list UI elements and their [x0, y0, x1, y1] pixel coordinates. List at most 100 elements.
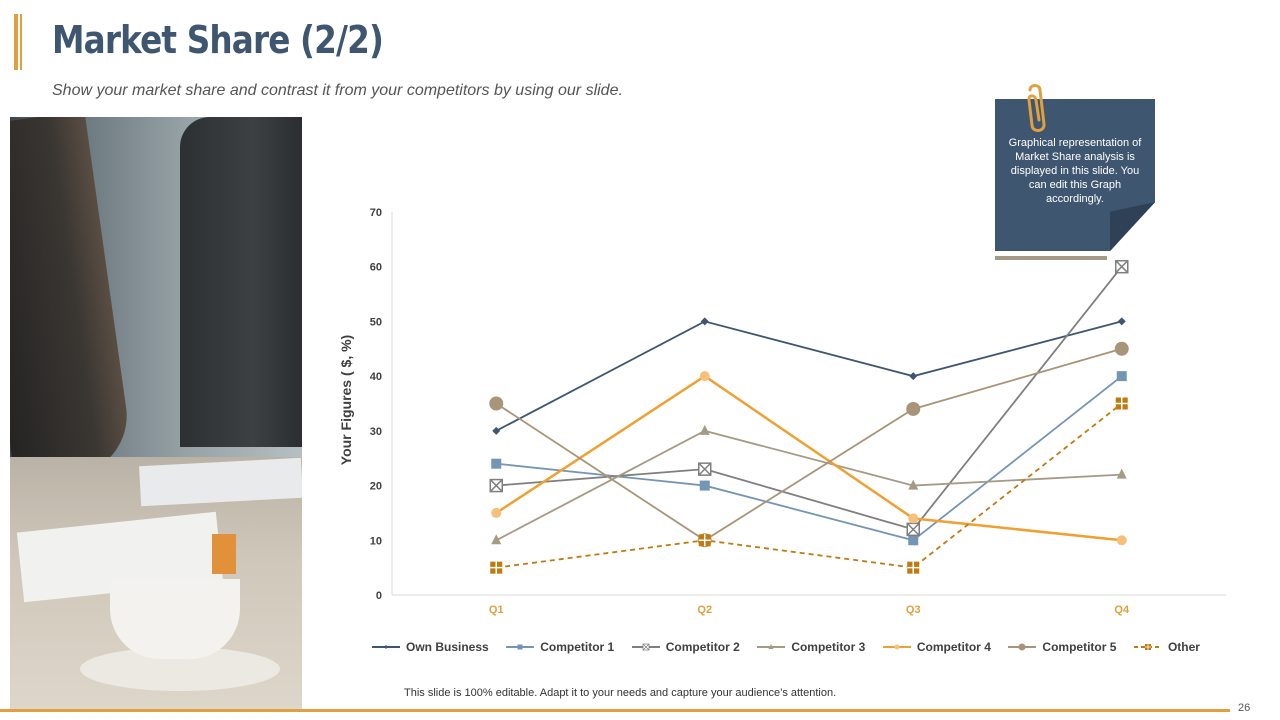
- legend-marker-competitor-3: [768, 644, 774, 649]
- x-tick-label: Q1: [489, 604, 504, 616]
- data-point-own-business: [909, 372, 918, 381]
- legend-item-competitor-5: Competitor 5: [1006, 640, 1116, 654]
- legend-swatch-competitor-2: [631, 643, 660, 651]
- data-point-competitor-1: [1116, 371, 1127, 382]
- legend-label-competitor-2: Competitor 2: [665, 640, 740, 654]
- data-point-competitor-2: [1115, 259, 1129, 274]
- data-point-competitor-1: [908, 535, 919, 546]
- y-tick-label: 20: [370, 481, 382, 493]
- legend-swatch-own-business: [372, 645, 400, 649]
- legend-marker-competitor-1: [517, 644, 523, 650]
- y-tick-label: 70: [370, 207, 382, 219]
- series-line-other: [496, 402, 1123, 569]
- legend-swatch-competitor-3: [757, 644, 786, 649]
- data-point-other-plus: [1115, 397, 1128, 410]
- data-point-competitor-2-cross: [698, 462, 712, 476]
- legend-item-other: Other: [1132, 640, 1200, 654]
- x-tick-label: Q3: [906, 604, 921, 616]
- footnote: This slide is 100% editable. Adapt it to…: [404, 687, 837, 699]
- y-tick-label: 0: [376, 590, 382, 602]
- legend-marker-other-plus: [1144, 644, 1151, 650]
- legend-marker-competitor-2-cross: [642, 643, 650, 651]
- series-line-competitor-3: [495, 429, 1122, 542]
- chart-legend: Own Business Competitor 1 Competitor 2 Comp…: [370, 640, 1200, 654]
- data-point-competitor-3: [1116, 468, 1127, 479]
- y-tick-label: 40: [370, 371, 382, 383]
- slide-subtitle: Show your market share and contrast it f…: [52, 82, 623, 99]
- x-tick-label: Q2: [697, 604, 712, 616]
- data-point-competitor-4: [1116, 535, 1127, 546]
- y-tick-label: 30: [370, 426, 382, 438]
- data-point-own-business: [1117, 317, 1126, 326]
- title-accent-bar-thin: [20, 14, 22, 70]
- data-point-other: [698, 534, 711, 547]
- data-point-competitor-3: [908, 479, 919, 490]
- callout-text: Graphical representation of Market Share…: [1008, 137, 1142, 205]
- data-point-competitor-5: [906, 401, 921, 416]
- data-point-competitor-2: [906, 522, 920, 537]
- meeting-photo: [10, 117, 302, 709]
- data-point-competitor-1: [699, 480, 710, 491]
- legend-marker-group-competitor-4: [894, 644, 900, 650]
- y-tick-label: 60: [370, 262, 382, 274]
- data-point-competitor-4: [908, 513, 919, 524]
- data-point-other-plus: [907, 561, 920, 574]
- title-accent-bar: [14, 14, 18, 70]
- data-point-other-plus: [490, 561, 503, 574]
- data-point-competitor-3: [699, 424, 710, 435]
- legend-swatch-other: [1133, 644, 1162, 650]
- page-number: 26: [1238, 702, 1251, 714]
- data-point-other-plus: [698, 534, 711, 547]
- photo-person: [180, 117, 302, 447]
- legend-marker-competitor-5: [1018, 643, 1026, 651]
- data-point-competitor-2-cross: [906, 522, 920, 536]
- legend-marker-competitor-4: [894, 644, 900, 650]
- paperclip-icon: [1027, 84, 1046, 132]
- market-share-line-chart: 0 10 20 30 40 50 60 70 Q1 Q2 Q3 Q4 Your Figures ( …: [338, 207, 1226, 616]
- data-point-competitor-4: [491, 507, 502, 518]
- legend-item-competitor-1: Competitor 1: [504, 640, 614, 654]
- data-point-competitor-2-cross: [1115, 260, 1129, 274]
- legend-item-competitor-2: Competitor 2: [630, 640, 740, 654]
- data-point-own-business: [492, 426, 501, 435]
- legend-marker-group-own-business: [384, 645, 388, 649]
- legend-marker-other: [1144, 644, 1151, 650]
- data-point-competitor-3: [491, 534, 502, 545]
- legend-label-competitor-5: Competitor 5: [1042, 640, 1117, 654]
- data-point-competitor-2-cross: [489, 479, 503, 493]
- data-point-other: [1115, 397, 1128, 410]
- legend-marker-group-competitor-1: [517, 644, 523, 650]
- legend-label-competitor-3: Competitor 3: [791, 640, 866, 654]
- legend-swatch-competitor-5: [1008, 643, 1037, 651]
- legend-item-competitor-3: Competitor 3: [755, 640, 865, 654]
- photo-coffee-cup: [110, 579, 240, 659]
- data-point-other: [490, 561, 503, 574]
- data-point-own-business: [700, 317, 709, 326]
- legend-swatch-competitor-4: [882, 644, 911, 650]
- x-tick-label: Q4: [1114, 604, 1130, 616]
- data-point-other: [907, 561, 920, 574]
- legend-label-own-business: Own Business: [406, 640, 489, 654]
- photo-block: [212, 534, 236, 574]
- legend-swatch-competitor-1: [506, 644, 535, 650]
- y-axis-label: Your Figures ( $, %): [338, 335, 354, 465]
- legend-label-competitor-4: Competitor 4: [916, 640, 991, 654]
- data-point-competitor-5: [489, 396, 504, 411]
- legend-marker-group-competitor-3: [768, 644, 774, 649]
- y-tick-label: 10: [370, 535, 382, 547]
- series-line-competitor-5: [495, 347, 1122, 542]
- data-point-competitor-2: [698, 462, 712, 476]
- series-line-competitor-1: [496, 375, 1123, 542]
- series-line-competitor-4: [495, 374, 1122, 542]
- legend-label-competitor-1: Competitor 1: [540, 640, 615, 654]
- data-point-competitor-2: [489, 478, 503, 493]
- legend-label-other: Other: [1167, 640, 1200, 654]
- legend-item-own-business: Own Business: [370, 640, 489, 654]
- callout-shadow: [995, 256, 1107, 260]
- data-point-competitor-4: [699, 371, 710, 382]
- series-line-own-business: [495, 320, 1122, 432]
- legend-marker-group-competitor-5: [1018, 643, 1026, 651]
- slide-title: Market Share (2/2): [52, 18, 384, 62]
- legend-marker-group-competitor-2: [642, 643, 650, 651]
- photo-paper: [139, 457, 302, 507]
